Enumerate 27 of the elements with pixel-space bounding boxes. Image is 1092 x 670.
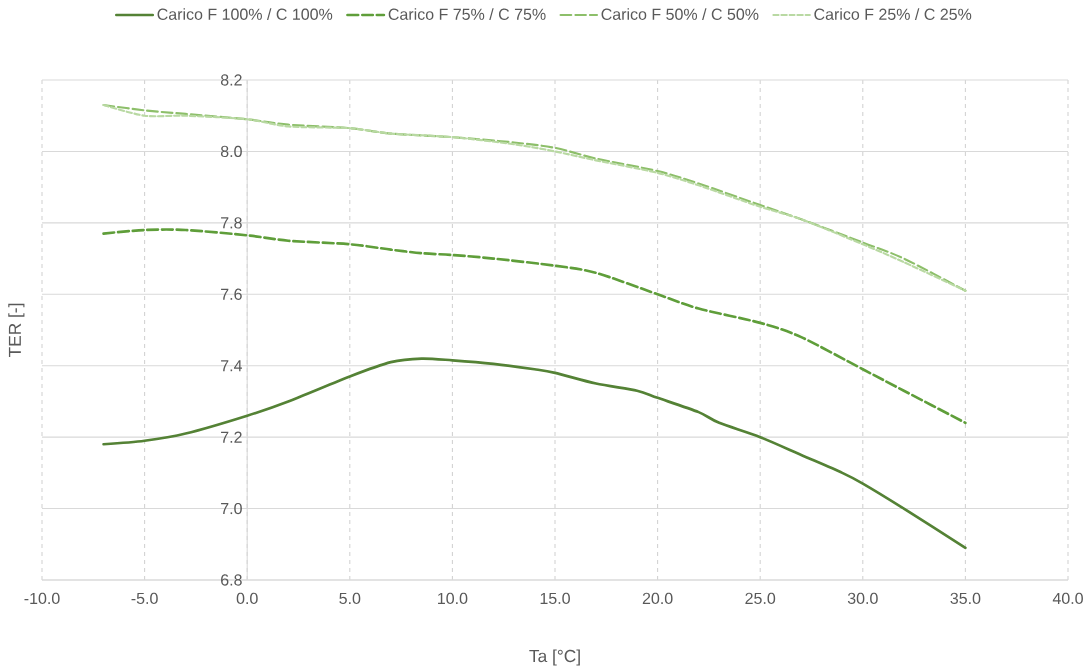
- y-axis-title: TER [-]: [8, 303, 25, 358]
- x-axis-title: Ta [°C]: [529, 649, 580, 666]
- x-tick-label: 20.0: [642, 592, 673, 605]
- y-tick-label: 7.2: [221, 431, 242, 443]
- line-series: [102, 357, 967, 550]
- y-tick-label: 7.6: [221, 288, 242, 300]
- legend-label: Carico F 75% / C 75%: [388, 8, 546, 20]
- y-tick-label: 7.4: [221, 360, 243, 372]
- x-tick-label: 10.0: [438, 592, 468, 605]
- legend-label: Carico F 25% / C 25%: [814, 8, 972, 20]
- x-tick-label: 30.0: [847, 592, 878, 605]
- x-tick-label: 5.0: [339, 592, 361, 605]
- y-tick-label: 6.8: [221, 574, 242, 586]
- y-tick-label: 8.0: [220, 145, 242, 158]
- x-tick-label: 40.0: [1052, 592, 1083, 605]
- x-tick-label: 25.0: [745, 592, 776, 605]
- line-series: [102, 228, 967, 425]
- y-tick-label: 7.0: [221, 502, 242, 515]
- x-tick-label: -5.0: [131, 592, 158, 605]
- y-tick-label: 8.2: [220, 74, 242, 86]
- x-tick-label: 0.0: [236, 592, 258, 605]
- legend-label: Carico F 100% / C 100%: [157, 8, 333, 20]
- x-tick-label: -10.0: [24, 592, 60, 605]
- y-tick-label: 7.8: [221, 217, 242, 229]
- x-tick-label: 15.0: [540, 592, 570, 605]
- x-tick-label: 35.0: [950, 592, 981, 605]
- legend-label: Carico F 50% / C 50%: [601, 8, 759, 20]
